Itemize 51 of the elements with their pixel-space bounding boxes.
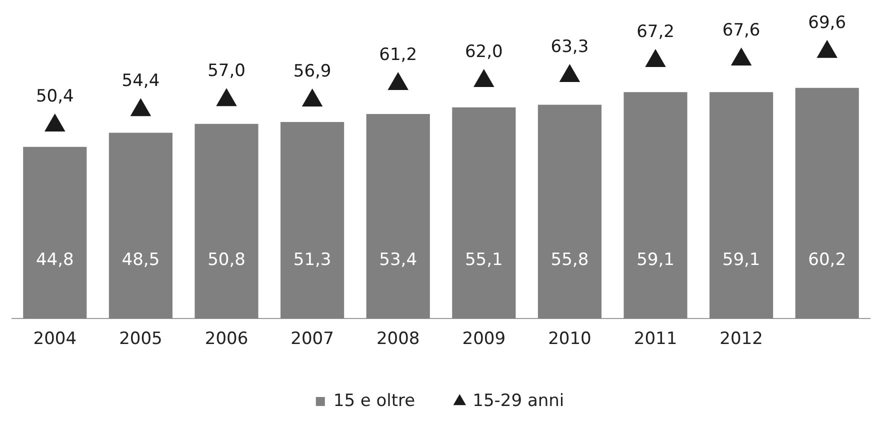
data-label: 67,6 — [722, 20, 760, 40]
point — [216, 88, 237, 106]
data-label: 61,2 — [379, 44, 418, 65]
data-label: 50,8 — [208, 250, 246, 270]
data-label: 55,8 — [550, 250, 589, 270]
x-tick-label: 2005 — [119, 329, 162, 350]
data-label: 59,1 — [636, 250, 674, 270]
x-tick-label: 2008 — [376, 329, 420, 350]
point — [474, 69, 494, 87]
data-label: 60,2 — [808, 250, 846, 270]
bar — [366, 114, 430, 319]
bar — [452, 107, 516, 319]
legend-label: 15 e oltre — [333, 390, 416, 411]
bar — [710, 92, 774, 319]
x-tick-label: 2011 — [634, 329, 678, 350]
point — [560, 64, 580, 82]
point — [645, 50, 666, 68]
data-label: 54,4 — [122, 71, 160, 92]
bar — [194, 124, 258, 319]
data-label: 48,5 — [122, 250, 160, 270]
data-label: 63,3 — [550, 36, 589, 57]
data-label: 50,4 — [36, 86, 74, 106]
x-tick-label: 2006 — [204, 329, 248, 350]
point — [44, 114, 65, 132]
bar — [795, 88, 859, 319]
point — [731, 48, 752, 66]
x-tick-label: 2007 — [290, 329, 334, 350]
point — [130, 98, 151, 116]
data-label: 56,9 — [293, 61, 332, 82]
point — [302, 89, 322, 107]
legend-label: 15-29 anni — [472, 390, 564, 411]
data-label: 44,8 — [36, 250, 74, 270]
x-tick-label: 2010 — [548, 329, 592, 350]
data-label: 57,0 — [208, 61, 246, 82]
point — [388, 72, 408, 90]
data-label: 67,2 — [636, 22, 674, 42]
x-tick-label: 2009 — [462, 329, 506, 350]
x-tick-label: 2004 — [33, 329, 77, 350]
bar — [624, 92, 688, 319]
data-label: 55,1 — [464, 250, 503, 270]
x-tick-label: 2012 — [720, 329, 763, 350]
bar — [23, 146, 87, 319]
bar — [108, 132, 172, 319]
data-label: 51,3 — [293, 250, 332, 270]
data-label: 69,6 — [808, 12, 846, 33]
bar — [280, 122, 344, 319]
data-label: 53,4 — [379, 250, 418, 270]
bar — [538, 104, 602, 319]
data-label: 59,1 — [722, 250, 760, 270]
point — [817, 40, 838, 58]
data-label: 62,0 — [464, 42, 503, 62]
